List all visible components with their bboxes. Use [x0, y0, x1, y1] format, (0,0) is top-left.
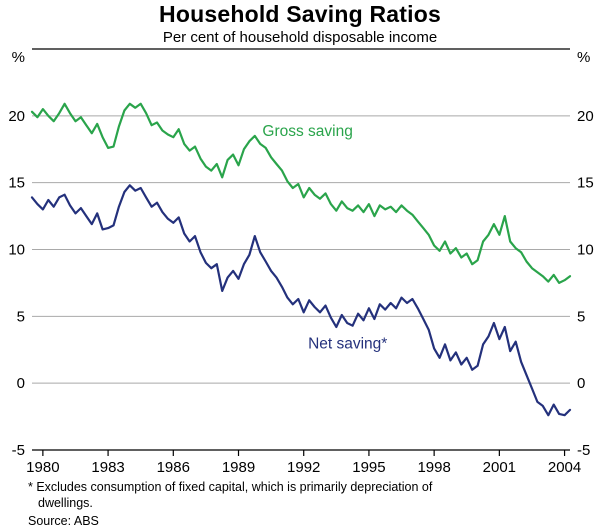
y-tick-label-left: 15: [8, 175, 25, 192]
footnote-line: dwellings.: [38, 496, 93, 510]
y-tick-label-left: -5: [12, 442, 25, 459]
footnote-line: * Excludes consumption of fixed capital,…: [28, 480, 433, 494]
chart-canvas: 1980 1983 1986 1989 1992 1995 1998 2001 2004-5 -5…: [8, 48, 594, 476]
footnotes: * Excludes consumption of fixed capital,…: [28, 479, 588, 529]
x-tick-label: 1995: [352, 459, 385, 476]
y-tick-label-right: 5: [577, 308, 585, 325]
x-tick-label: 1983: [91, 459, 124, 476]
series-label-1: Net saving*: [308, 335, 387, 352]
x-tick-label: 1989: [222, 459, 255, 476]
y-tick-label-left: 0: [17, 375, 25, 392]
x-tick-label: 1992: [287, 459, 320, 476]
source-note: Source: ABS: [28, 514, 99, 528]
y-unit-right: %: [577, 49, 590, 66]
x-tick-label: 1986: [157, 459, 190, 476]
y-tick-label-left: 10: [8, 242, 25, 259]
chart-subtitle: Per cent of household disposable income: [162, 29, 438, 46]
x-tick-label: 1980: [26, 459, 59, 476]
series-line-0: [30, 102, 572, 284]
y-tick-label-right: -5: [577, 442, 590, 459]
chart-title: Household Saving Ratios: [159, 1, 441, 27]
y-tick-label-right: 0: [577, 375, 585, 392]
x-tick-label: 2001: [483, 459, 516, 476]
x-tick-label: 1998: [417, 459, 450, 476]
series-label-0: Gross saving: [262, 123, 352, 140]
y-tick-label-right: 15: [577, 175, 594, 192]
y-tick-label-right: 10: [577, 242, 594, 259]
x-tick-label: 2004: [548, 459, 581, 476]
series-line-1: [30, 184, 572, 417]
y-tick-label-left: 20: [8, 108, 25, 125]
y-tick-label-left: 5: [17, 308, 25, 325]
y-tick-label-right: 20: [577, 108, 594, 125]
y-unit-left: %: [12, 49, 25, 66]
